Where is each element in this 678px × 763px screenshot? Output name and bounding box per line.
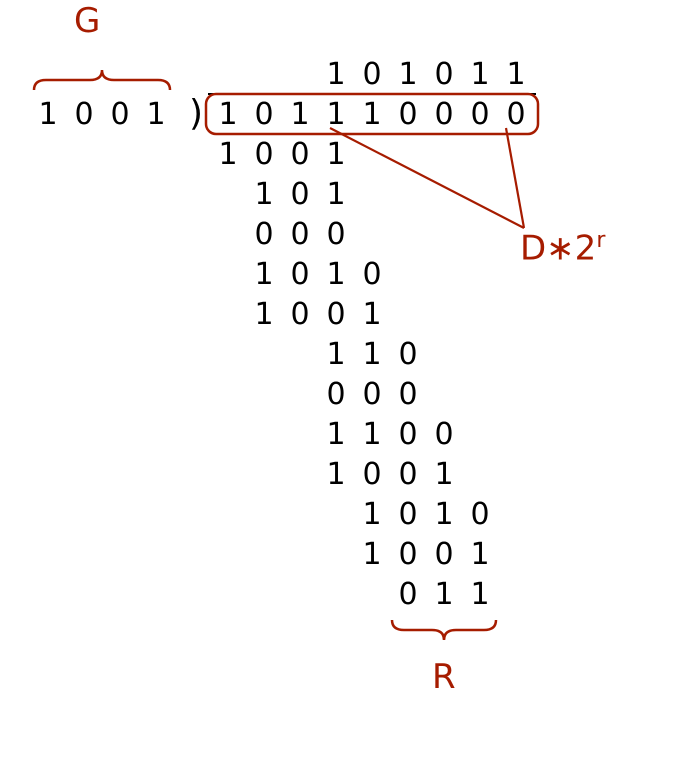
- digit-dividend-4: 1: [354, 100, 390, 130]
- brace-r: [392, 620, 496, 640]
- digit-quotient-3: 0: [426, 60, 462, 90]
- digit-s3-1: 0: [282, 300, 318, 330]
- digit-r4-3: 0: [426, 420, 462, 450]
- digit-r3-1: 1: [354, 340, 390, 370]
- digit-rem-1: 1: [426, 580, 462, 610]
- digit-r2-1: 0: [282, 260, 318, 290]
- digit-r2-0: 1: [246, 260, 282, 290]
- label-g: G: [74, 4, 100, 38]
- digit-dividend-3: 1: [318, 100, 354, 130]
- digit-dividend-0: 1: [210, 100, 246, 130]
- digit-rem-2: 1: [462, 580, 498, 610]
- digit-dividend-8: 0: [498, 100, 534, 130]
- digit-s6-1: 0: [390, 540, 426, 570]
- digit-s4-0: 0: [318, 380, 354, 410]
- division-paren: ): [178, 96, 214, 132]
- digit-s4-2: 0: [390, 380, 426, 410]
- digit-s3-2: 0: [318, 300, 354, 330]
- brace-g: [34, 70, 170, 90]
- digit-s6-3: 1: [462, 540, 498, 570]
- digit-divisor-0: 1: [30, 100, 66, 130]
- digit-dividend-1: 0: [246, 100, 282, 130]
- digit-quotient-4: 1: [462, 60, 498, 90]
- digit-quotient-5: 1: [498, 60, 534, 90]
- digit-quotient-1: 0: [354, 60, 390, 90]
- digit-s2-2: 0: [318, 220, 354, 250]
- digit-r4-0: 1: [318, 420, 354, 450]
- digit-r1-2: 1: [318, 180, 354, 210]
- digit-s1-3: 1: [318, 140, 354, 170]
- digit-dividend-5: 0: [390, 100, 426, 130]
- label-d2r-sup: r: [596, 228, 605, 253]
- digit-divisor-3: 1: [138, 100, 174, 130]
- digit-dividend-6: 0: [426, 100, 462, 130]
- digit-r5-3: 0: [462, 500, 498, 530]
- digit-quotient-2: 1: [390, 60, 426, 90]
- digit-dividend-2: 1: [282, 100, 318, 130]
- digit-r1-0: 1: [246, 180, 282, 210]
- digit-r3-2: 0: [390, 340, 426, 370]
- digit-r4-1: 1: [354, 420, 390, 450]
- digit-s2-0: 0: [246, 220, 282, 250]
- digit-divisor-2: 0: [102, 100, 138, 130]
- digit-divisor-1: 0: [66, 100, 102, 130]
- digit-r2-2: 1: [318, 260, 354, 290]
- d2r-line-1: [506, 128, 524, 228]
- digit-r2-3: 0: [354, 260, 390, 290]
- digit-s6-2: 0: [426, 540, 462, 570]
- digit-r5-0: 1: [354, 500, 390, 530]
- digit-s2-1: 0: [282, 220, 318, 250]
- digit-r5-2: 1: [426, 500, 462, 530]
- label-d2r-base: D∗2: [520, 228, 596, 268]
- digit-s5-1: 0: [354, 460, 390, 490]
- label-r: R: [432, 660, 456, 694]
- label-d2r: D∗2r: [520, 230, 605, 265]
- digit-quotient-0: 1: [318, 60, 354, 90]
- digit-s3-3: 1: [354, 300, 390, 330]
- d2r-line-0: [330, 128, 524, 228]
- digit-r1-1: 0: [282, 180, 318, 210]
- digit-dividend-7: 0: [462, 100, 498, 130]
- digit-s1-2: 0: [282, 140, 318, 170]
- digit-s5-3: 1: [426, 460, 462, 490]
- digit-s5-0: 1: [318, 460, 354, 490]
- digit-s5-2: 0: [390, 460, 426, 490]
- digit-s4-1: 0: [354, 380, 390, 410]
- digit-r4-2: 0: [390, 420, 426, 450]
- digit-s1-1: 0: [246, 140, 282, 170]
- digit-rem-0: 0: [390, 580, 426, 610]
- digit-s3-0: 1: [246, 300, 282, 330]
- digit-r5-1: 0: [390, 500, 426, 530]
- digit-r3-0: 1: [318, 340, 354, 370]
- digit-s1-0: 1: [210, 140, 246, 170]
- digit-s6-0: 1: [354, 540, 390, 570]
